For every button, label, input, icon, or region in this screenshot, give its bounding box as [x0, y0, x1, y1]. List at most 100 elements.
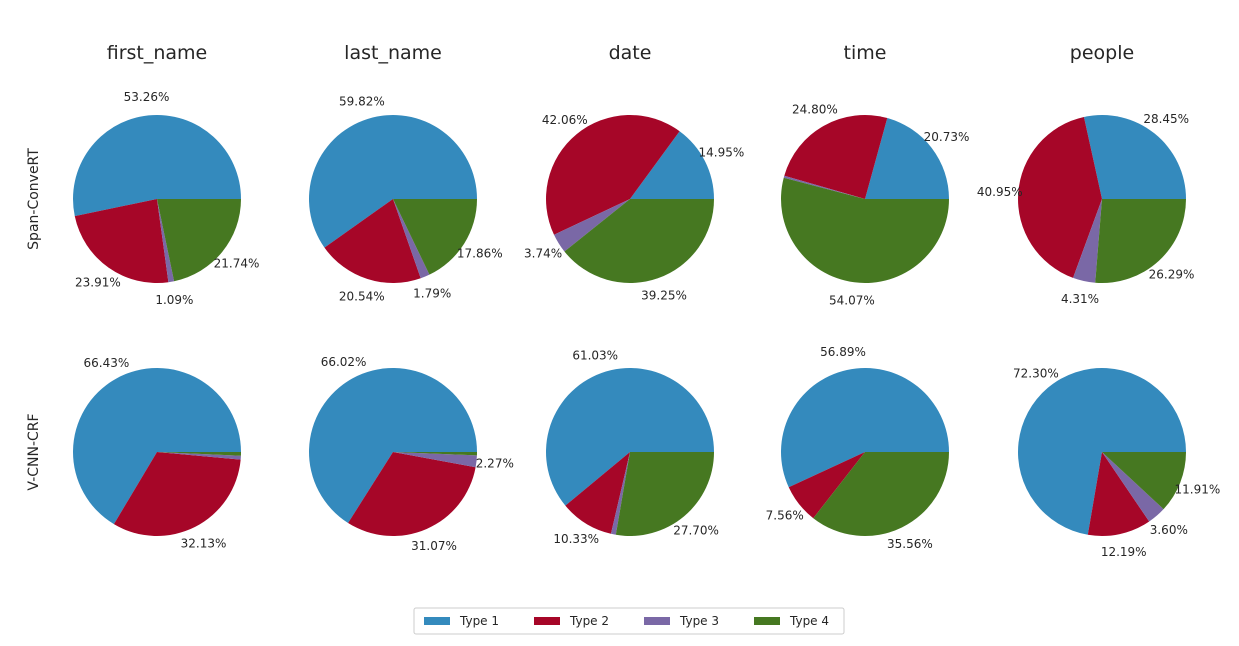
pie-slice-type-1 — [72, 114, 242, 217]
pct-label-type-2: 10.33% — [553, 532, 599, 546]
pie-slice-type-1 — [309, 115, 477, 248]
pct-label-type-2: 23.91% — [75, 276, 121, 290]
pct-label-type-4: 54.07% — [829, 294, 875, 308]
legend-label-type-2: Type 2 — [569, 614, 609, 628]
pct-label-type-4: 27.70% — [673, 523, 719, 537]
pct-label-type-2: 42.06% — [542, 113, 588, 127]
legend-item-type-1: Type 1 — [424, 614, 499, 628]
legend-label-type-1: Type 1 — [459, 614, 499, 628]
pct-label-type-4: 39.25% — [641, 289, 687, 303]
pct-label-type-4: 11.91% — [1175, 483, 1221, 497]
column-title-date: date — [609, 42, 652, 64]
row-titles: Span-ConveRT V-CNN-CRF — [26, 148, 42, 491]
pie-slice-type-1 — [72, 367, 241, 525]
legend-item-type-2: Type 2 — [534, 614, 609, 628]
pie-slice-type-2 — [324, 199, 421, 284]
pct-label-type-4: 26.29% — [1149, 267, 1195, 281]
pie-slice-type-1 — [1018, 367, 1186, 535]
pct-label-type-1: 66.43% — [84, 356, 130, 370]
legend-frame — [413, 607, 845, 635]
pie-slice-type-2 — [113, 452, 241, 537]
legend-swatch-type-4 — [754, 617, 780, 625]
pct-label-type-1: 20.73% — [924, 130, 970, 144]
pct-label-type-1: 66.02% — [321, 355, 367, 369]
pie-slice-type-2 — [788, 452, 865, 519]
pct-label-type-1: 59.82% — [339, 94, 385, 108]
pie-slice-type-2 — [348, 452, 476, 536]
row-title-v-cnn-crf: V-CNN-CRF — [26, 413, 42, 490]
legend-swatch-type-2 — [534, 617, 560, 625]
pct-label-type-1: 28.45% — [1143, 112, 1189, 126]
pie-v-cnn-crf-date: 61.03% 10.33% 27.70% — [546, 349, 719, 546]
pie-slice-type-3 — [1102, 452, 1164, 522]
pie-slice-type-4 — [393, 199, 477, 275]
pct-label-type-3: 4.31% — [1061, 292, 1099, 306]
pct-label-type-2: 24.80% — [792, 103, 838, 117]
legend-item-type-4: Type 4 — [754, 614, 829, 628]
pie-v-cnn-crf-time: 56.89% 7.56% 35.56% — [766, 345, 949, 551]
pct-label-type-3: 3.60% — [1150, 523, 1188, 537]
pie-slice-type-3 — [1073, 199, 1102, 283]
pie-v-cnn-crf-first-name: 66.43% 32.13% — [72, 356, 241, 550]
pct-label-type-1: 53.26% — [124, 90, 170, 104]
pie-slice-type-1 — [546, 368, 714, 506]
pie-slice-type-3 — [783, 175, 865, 199]
pct-label-type-2: 12.19% — [1101, 545, 1147, 559]
column-title-first-name: first_name — [107, 42, 208, 64]
pie-slice-type-3 — [393, 199, 430, 279]
pie-slice-type-1 — [781, 367, 949, 488]
pie-slice-type-4 — [157, 199, 241, 282]
pct-label-type-2: 20.54% — [339, 290, 385, 304]
pie-slice-type-2 — [784, 115, 888, 199]
row-title-span-convert: Span-ConveRT — [26, 148, 42, 250]
column-title-time: time — [844, 42, 887, 64]
pct-label-type-2: 7.56% — [766, 509, 804, 523]
pie-slice-type-2 — [74, 199, 169, 283]
pie-slice-type-1 — [1083, 115, 1186, 199]
legend-item-type-3: Type 3 — [644, 614, 719, 628]
pct-label-type-3: 2.27% — [476, 456, 514, 470]
pie-slice-type-4 — [780, 177, 949, 283]
pie-slice-type-4 — [1095, 199, 1186, 283]
pie-v-cnn-crf-last-name: 66.02% 31.07% 2.27% — [309, 355, 514, 553]
pct-label-type-3: 1.79% — [413, 287, 451, 301]
pie-slice-type-2 — [565, 452, 630, 534]
pie-slice-type-1 — [309, 367, 477, 523]
pie-slice-type-4 — [615, 452, 714, 536]
column-title-last-name: last_name — [344, 42, 442, 64]
pct-label-type-2: 32.13% — [181, 536, 227, 550]
legend-label-type-4: Type 4 — [789, 614, 829, 628]
pct-label-type-1: 61.03% — [572, 349, 618, 363]
pie-span-convert-first-name: 53.26% 23.91% 1.09% 21.74% — [72, 90, 260, 307]
column-titles: first_name last_name date time people — [107, 42, 1134, 64]
column-title-people: people — [1070, 42, 1134, 64]
pies: 53.26% 23.91% 1.09% 21.74% 59.82% 20.54% 1.79%… — [72, 90, 1220, 560]
pct-label-type-3: 1.09% — [155, 293, 193, 307]
pct-label-type-4: 17.86% — [457, 247, 503, 261]
pie-slice-type-4 — [813, 452, 949, 537]
pct-label-type-4: 21.74% — [214, 257, 260, 271]
pie-slice-type-3 — [610, 452, 630, 535]
pie-slice-type-3 — [157, 452, 241, 460]
pie-slice-type-3 — [554, 199, 630, 252]
pie-slice-type-2 — [1087, 452, 1150, 536]
legend-swatch-type-3 — [644, 617, 670, 625]
legend: Type 1 Type 2 Type 3 Type 4 — [413, 607, 845, 635]
pie-span-convert-people: 28.45% 40.95% 4.31% 26.29% — [977, 112, 1194, 306]
legend-swatch-type-1 — [424, 617, 450, 625]
pie-slice-type-4 — [564, 199, 714, 284]
pie-v-cnn-crf-people: 72.30% 12.19%3.60% 11.91% — [1013, 367, 1220, 560]
pie-span-convert-last-name: 59.82% 20.54% 1.79% 17.86% — [309, 94, 503, 304]
legend-label-type-3: Type 3 — [679, 614, 719, 628]
pie-slice-type-2 — [1018, 116, 1102, 278]
pie-slice-type-3 — [157, 199, 175, 283]
pie-slice-type-4 — [1102, 452, 1186, 510]
pct-label-type-2: 31.07% — [411, 539, 457, 553]
pie-slice-type-4 — [393, 452, 477, 456]
pie-slice-type-1 — [630, 131, 714, 199]
pct-label-type-3: 3.74% — [524, 246, 562, 260]
pct-label-type-1: 14.95% — [699, 146, 745, 160]
pct-label-type-1: 56.89% — [820, 345, 866, 359]
pct-label-type-2: 40.95% — [977, 185, 1023, 199]
